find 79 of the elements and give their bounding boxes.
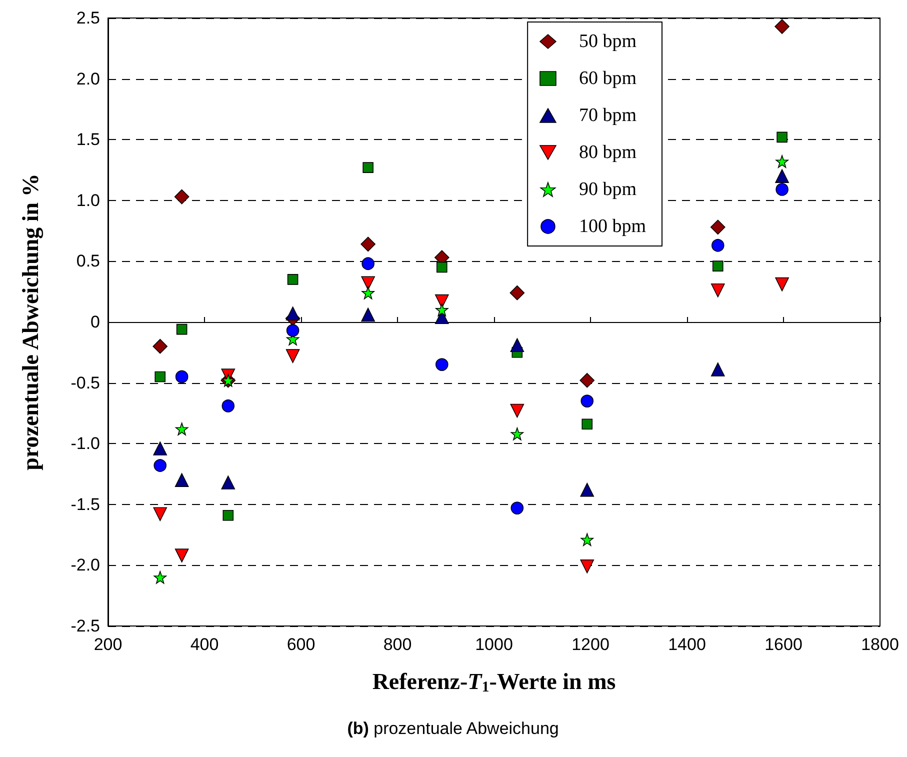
point	[435, 303, 448, 316]
y-tick-label: 0	[90, 312, 100, 332]
point	[361, 276, 375, 290]
point	[711, 238, 724, 252]
point	[362, 162, 374, 173]
point	[222, 510, 234, 521]
point	[712, 260, 724, 272]
legend-label: 100 bpm	[578, 216, 646, 237]
point	[176, 324, 188, 335]
y-tick-label: 0.5	[76, 252, 100, 271]
point	[153, 507, 168, 522]
x-tick-label: 1800	[861, 635, 899, 654]
text: (b) prozentuale Abweichung	[347, 719, 559, 738]
y-axis-title: prozentuale Abweichung in %	[18, 174, 44, 470]
point	[287, 274, 298, 285]
point	[362, 257, 374, 270]
x-tick-label: 1400	[668, 635, 706, 654]
point	[510, 502, 524, 514]
x-tick-label: 400	[190, 635, 219, 654]
legend-label: 90 bpm	[578, 179, 637, 200]
y-tick-label: -0.5	[70, 373, 100, 392]
x-tick-label: 1000	[475, 635, 513, 654]
point	[580, 394, 594, 408]
x-tick-label: 600	[286, 635, 316, 654]
point	[710, 283, 725, 298]
point	[154, 570, 167, 584]
legend-label: 60 bpm	[578, 68, 637, 89]
y-tick-label: 1.0	[76, 190, 100, 210]
point	[580, 533, 594, 546]
point	[776, 183, 788, 196]
point	[174, 473, 189, 487]
point	[775, 277, 789, 292]
point	[710, 362, 725, 376]
point	[174, 189, 190, 204]
point	[154, 459, 167, 472]
point	[582, 418, 593, 430]
point	[436, 262, 448, 273]
point	[776, 132, 788, 143]
x-tick-label: 1600	[764, 635, 802, 654]
legend-label: 70 bpm	[578, 105, 637, 126]
point	[776, 155, 788, 168]
point	[286, 306, 300, 320]
point	[360, 236, 376, 252]
y-tick-label: 2.5	[76, 8, 100, 28]
point	[175, 370, 188, 384]
x-tick-label: 800	[383, 635, 412, 654]
point	[510, 427, 524, 440]
point	[222, 400, 235, 412]
point	[774, 19, 790, 34]
y-tick-label: -2.5	[70, 616, 100, 636]
point	[286, 324, 300, 337]
point	[510, 285, 525, 300]
point	[510, 338, 524, 352]
legend-label: 80 bpm	[578, 142, 637, 163]
point	[710, 220, 726, 235]
point	[361, 308, 375, 322]
y-tick-label: 1.5	[76, 130, 100, 150]
point	[175, 422, 188, 436]
point	[580, 560, 594, 574]
point	[580, 372, 595, 388]
x-tick-label: 1200	[572, 635, 610, 654]
y-tick-label: -1.0	[70, 434, 100, 454]
point	[510, 404, 524, 418]
point	[775, 169, 789, 183]
point	[152, 338, 168, 354]
point	[434, 294, 449, 308]
point	[174, 548, 189, 562]
point	[362, 286, 374, 300]
x-tick-label: 200	[94, 635, 122, 654]
point	[153, 442, 168, 456]
y-tick-label: -2.0	[70, 556, 100, 575]
point	[286, 349, 300, 363]
point	[580, 482, 594, 497]
point	[154, 371, 166, 382]
point	[221, 476, 236, 490]
legend-label: 50 bpm	[578, 31, 637, 52]
y-tick-label: -1.5	[70, 494, 100, 514]
y-tick-label: 2.0	[76, 69, 100, 88]
point	[436, 358, 448, 371]
